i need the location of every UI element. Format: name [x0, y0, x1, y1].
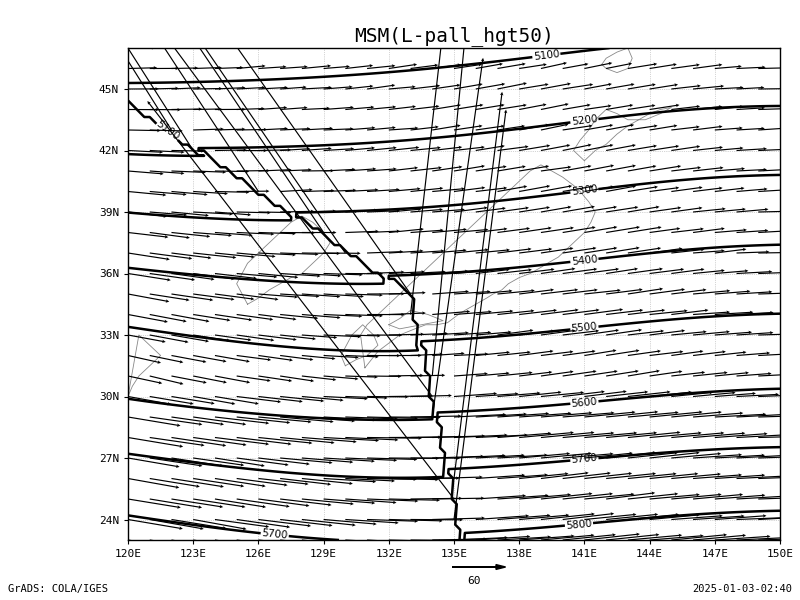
Text: 5100: 5100: [154, 118, 182, 142]
Text: 5200: 5200: [570, 114, 598, 127]
Text: 5100: 5100: [533, 49, 560, 62]
Text: 5700: 5700: [571, 453, 598, 466]
Text: 5800: 5800: [566, 518, 593, 530]
Text: 5500: 5500: [571, 322, 598, 334]
Text: 5600: 5600: [571, 397, 598, 409]
Text: 5400: 5400: [570, 254, 598, 267]
Text: 5700: 5700: [261, 529, 288, 541]
Text: GrADS: COLA/IGES: GrADS: COLA/IGES: [8, 584, 108, 594]
Text: 5300: 5300: [570, 184, 598, 197]
Text: 60: 60: [467, 576, 481, 586]
Title: MSM(L-pall_hgt50): MSM(L-pall_hgt50): [354, 26, 554, 46]
Text: 2025-01-03-02:40: 2025-01-03-02:40: [692, 584, 792, 594]
